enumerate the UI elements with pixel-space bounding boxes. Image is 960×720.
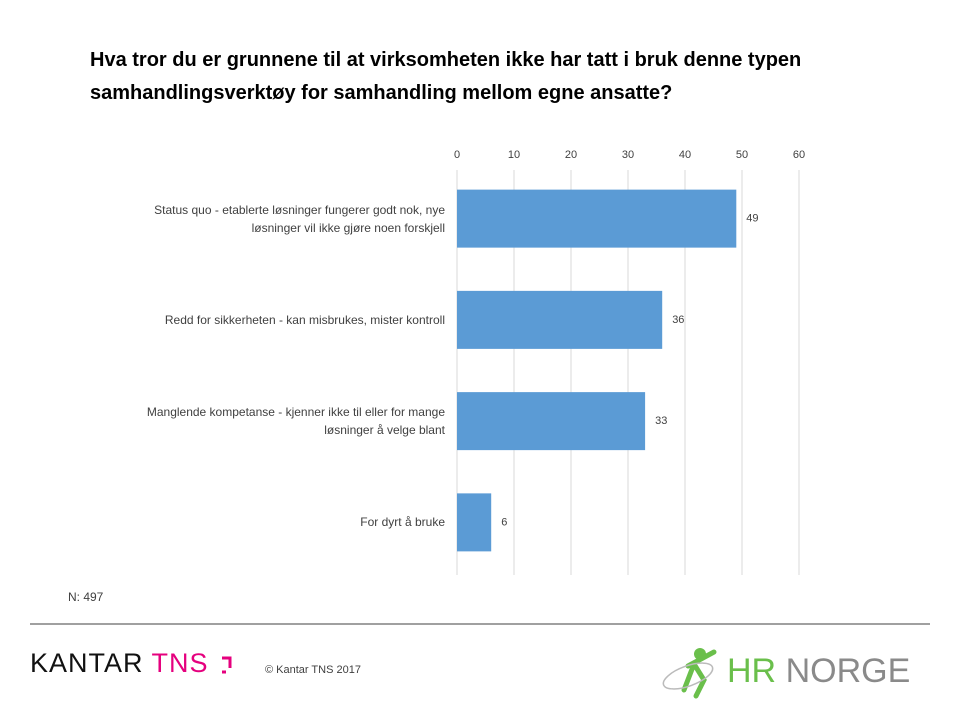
copyright: © Kantar TNS 2017: [265, 664, 361, 676]
x-tick-label: 10: [508, 149, 520, 161]
logo-text: NORGE: [785, 652, 911, 690]
bar: [457, 189, 737, 248]
y-tick-label: Manglende kompetanse - kjenner ikke til …: [146, 405, 445, 438]
x-tick-label: 60: [793, 149, 805, 161]
y-tick-label: Status quo - etablerte løsninger fungere…: [154, 202, 445, 235]
y-tick-label: For dyrt å bruke: [360, 515, 445, 530]
logo-text: HR: [727, 652, 777, 690]
bar: [457, 290, 663, 349]
value-label: 36: [672, 314, 684, 326]
value-label: 49: [746, 213, 758, 225]
x-tick-label: 0: [454, 149, 460, 161]
x-tick-label: 40: [679, 149, 691, 161]
logo-text: KANTAR: [30, 648, 144, 678]
x-tick-label: 50: [736, 149, 748, 161]
tns-bracket: [222, 656, 232, 674]
hr-icon: [662, 648, 717, 699]
hr-logo: HR NORGE: [727, 652, 910, 691]
kantar-logo: KANTAR TNS: [30, 648, 209, 679]
value-label: 33: [655, 415, 667, 427]
y-tick-label: Redd for sikkerheten - kan misbrukes, mi…: [164, 312, 445, 327]
bar: [457, 493, 492, 552]
x-tick-label: 30: [622, 149, 634, 161]
x-tick-label: 20: [565, 149, 577, 161]
value-label: 6: [501, 516, 507, 528]
chart-title: Hva tror du er grunnene til at virksomhe…: [90, 49, 802, 104]
bar: [457, 392, 646, 451]
logo-text: TNS: [151, 648, 209, 678]
footnote: N: 497: [68, 590, 104, 604]
